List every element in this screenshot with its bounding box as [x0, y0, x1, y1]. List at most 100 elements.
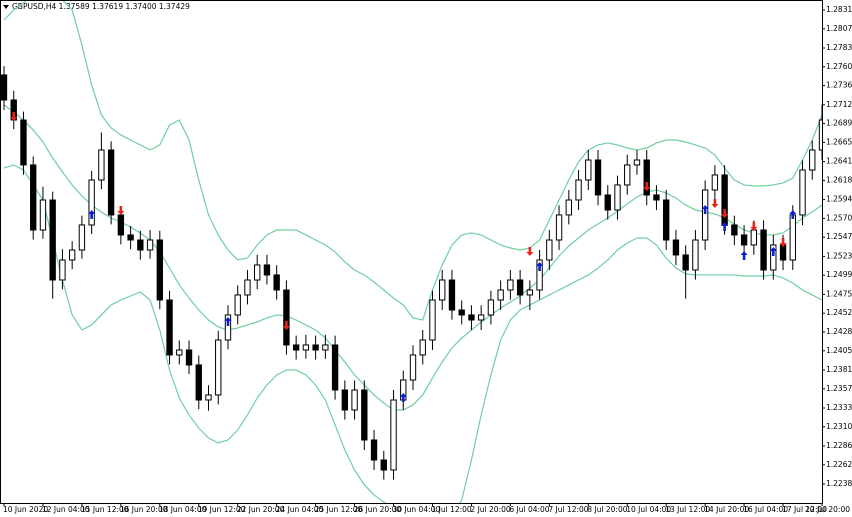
chart-title: GBPUSD,H4 1.37589 1.37619 1.37400 1.3742… — [12, 2, 190, 11]
candle-body — [809, 149, 816, 171]
buy-arrow — [536, 261, 544, 271]
candle-body — [458, 309, 465, 316]
x-tick-label: 8 Jul 20:00 — [587, 505, 627, 514]
candle-body — [692, 239, 699, 271]
candle-body — [565, 199, 572, 216]
candle-body — [341, 389, 349, 411]
x-tick-label: 10 Jul 04:00 — [626, 505, 671, 514]
candle-body — [59, 259, 66, 281]
candle-body — [322, 344, 329, 351]
candle-body — [88, 179, 95, 226]
buy-arrow — [769, 247, 777, 256]
y-tick-label: 1.27835 — [826, 43, 852, 52]
x-tick-label: 18 Jun 04:00 — [159, 505, 207, 514]
candle-body — [750, 229, 758, 246]
x-tick-label: 2 Jul 20:00 — [470, 505, 510, 514]
x-tick-label: 15 Jun 12:00 — [81, 505, 129, 514]
buy-arrow — [88, 209, 96, 219]
x-tick-label: 6 Jul 04:00 — [509, 505, 549, 514]
candle-body — [526, 289, 534, 296]
candle-body — [799, 169, 806, 216]
sell-arrow — [750, 222, 758, 231]
candle-body — [536, 259, 543, 291]
candle-body — [39, 199, 47, 231]
candle-body — [312, 344, 319, 351]
y-tick-label: 1.26415 — [826, 157, 852, 166]
bollinger-band — [3, 1, 822, 321]
x-tick-label: 13 Jul 12:00 — [665, 505, 710, 514]
candle-body — [244, 279, 251, 296]
candle-body — [302, 344, 310, 351]
sell-arrow — [711, 198, 719, 208]
y-tick-label: 1.27125 — [826, 100, 852, 109]
y-tick-label: 1.23575 — [826, 384, 852, 393]
candle-body — [419, 339, 426, 356]
header-icon — [3, 5, 9, 9]
candle-body — [575, 179, 582, 201]
candle-body — [195, 364, 202, 401]
candle-body — [137, 239, 144, 251]
y-tick-label: 1.25940 — [826, 195, 852, 204]
x-tick-label: 10 Jun 2020 — [3, 505, 48, 514]
x-tick-label: 24 Jun 04:00 — [276, 505, 324, 514]
candle-body — [254, 264, 261, 281]
x-tick-label: 17 Jul 12:00 — [782, 505, 827, 514]
x-tick-label: 1 Jul 12:00 — [431, 505, 471, 514]
plot-frame — [0, 0, 823, 504]
x-tick-label: 12 Jun 04:00 — [42, 505, 90, 514]
y-tick-label: 1.28075 — [826, 24, 852, 33]
candle-body — [770, 244, 777, 271]
candle-body — [283, 289, 290, 346]
buy-arrow — [399, 393, 407, 402]
y-tick-label: 1.24520 — [826, 308, 852, 317]
candle-body — [682, 254, 689, 271]
y-tick-label: 1.26180 — [826, 175, 852, 184]
candle-body — [176, 349, 183, 356]
candle-body — [351, 389, 358, 411]
y-tick-label: 1.25705 — [826, 213, 852, 222]
candle-body — [361, 389, 368, 441]
sell-arrow — [10, 112, 18, 121]
sell-arrow — [282, 320, 290, 330]
plot-area — [1, 1, 822, 503]
x-tick-label: 25 Jun 12:00 — [315, 505, 363, 514]
x-tick-label: 19 Jun 12:00 — [198, 505, 246, 514]
y-tick-label: 1.24050 — [826, 346, 852, 355]
candle-body — [439, 279, 446, 301]
candle-body — [516, 279, 524, 296]
candle-body — [546, 239, 553, 261]
sell-arrow — [117, 206, 125, 215]
candle-body — [380, 459, 387, 471]
x-tick-label: 16 Jun 20:00 — [120, 505, 168, 514]
candle-body — [390, 399, 397, 471]
candle-body — [731, 224, 738, 236]
candle-body — [740, 234, 748, 246]
candle-body — [663, 199, 670, 241]
candle-body — [701, 189, 709, 241]
candle-body — [1, 74, 8, 101]
candle-body — [331, 344, 339, 391]
candle-body — [292, 344, 300, 351]
y-tick-label: 1.24995 — [826, 270, 852, 279]
candle-body — [497, 289, 504, 301]
buy-arrow — [701, 205, 709, 214]
candle-body — [107, 149, 115, 216]
y-tick-label: 1.25470 — [826, 232, 852, 241]
y-tick-label: 1.24755 — [826, 289, 852, 298]
sell-arrow — [643, 182, 651, 191]
candle-body — [614, 184, 621, 211]
candle-body — [624, 164, 631, 186]
candle-body — [594, 159, 602, 196]
candle-body — [633, 159, 641, 166]
candle-body — [127, 234, 134, 241]
candle-body — [30, 164, 37, 231]
buy-arrow — [721, 221, 729, 231]
candle-body — [409, 354, 417, 381]
y-tick-label: 1.25230 — [826, 251, 852, 260]
y-tick-label: 1.22860 — [826, 441, 852, 450]
candle-body — [78, 224, 86, 251]
sell-arrow — [779, 238, 787, 247]
candle-body — [448, 279, 456, 311]
candle-body — [672, 239, 680, 256]
